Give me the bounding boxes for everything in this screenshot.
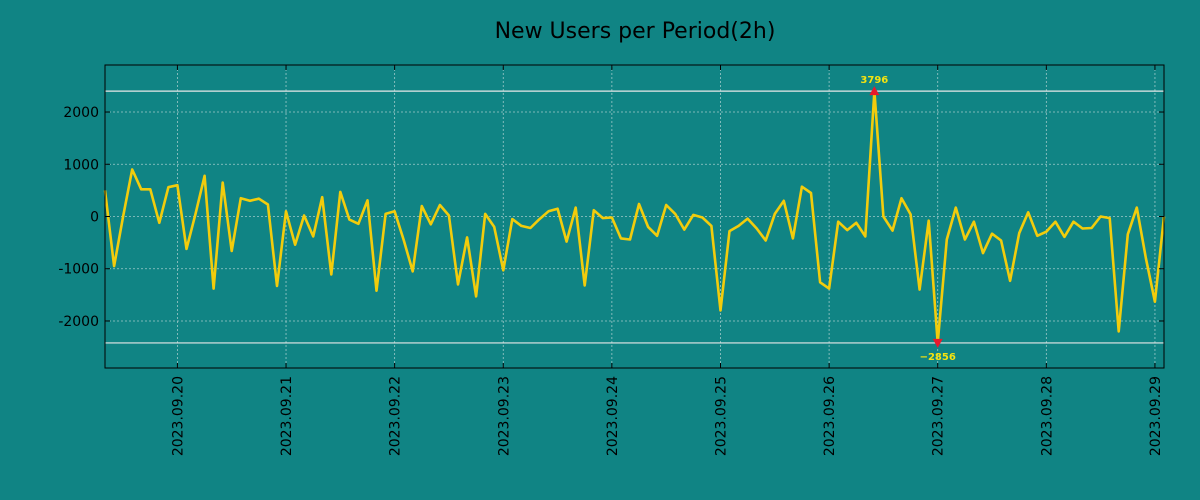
series-line-layer [103,89,1166,345]
min-annotation-label: −2856 [920,352,956,363]
y-tick-label: 2000 [63,105,99,121]
x-tick-label: 2023.09.23 [496,376,512,456]
grid [105,65,1164,368]
x-tick-label: 2023.09.21 [279,376,295,456]
series-line [103,89,1166,345]
x-tick-label: 2023.09.26 [822,376,838,456]
x-tick-label: 2023.09.28 [1039,376,1055,456]
y-tick-label: -1000 [58,262,99,278]
threshold-lines [105,90,1164,344]
min-marker [932,338,943,348]
y-tick-label: 1000 [63,157,99,173]
y-axis: -2000 -1000 0 1000 2000 [58,105,1164,330]
y-tick-label: 0 [90,210,99,226]
x-axis: 2023.09.20 2023.09.21 2023.09.22 2023.09.23… [170,65,1164,456]
x-tick-label: 2023.09.27 [931,376,947,456]
x-tick-label: 2023.09.20 [170,376,186,456]
annotation-layer: 3796 −2856 [860,75,955,363]
chart-title: New Users per Period(2h) [495,19,776,44]
x-tick-label: 2023.09.24 [605,376,621,456]
max-annotation-label: 3796 [860,75,888,86]
x-tick-label: 2023.09.29 [1148,376,1164,456]
x-tick-label: 2023.09.25 [713,376,729,456]
x-tick-label: 2023.09.22 [388,376,404,456]
max-marker [869,86,880,96]
y-tick-label: -2000 [58,314,99,330]
